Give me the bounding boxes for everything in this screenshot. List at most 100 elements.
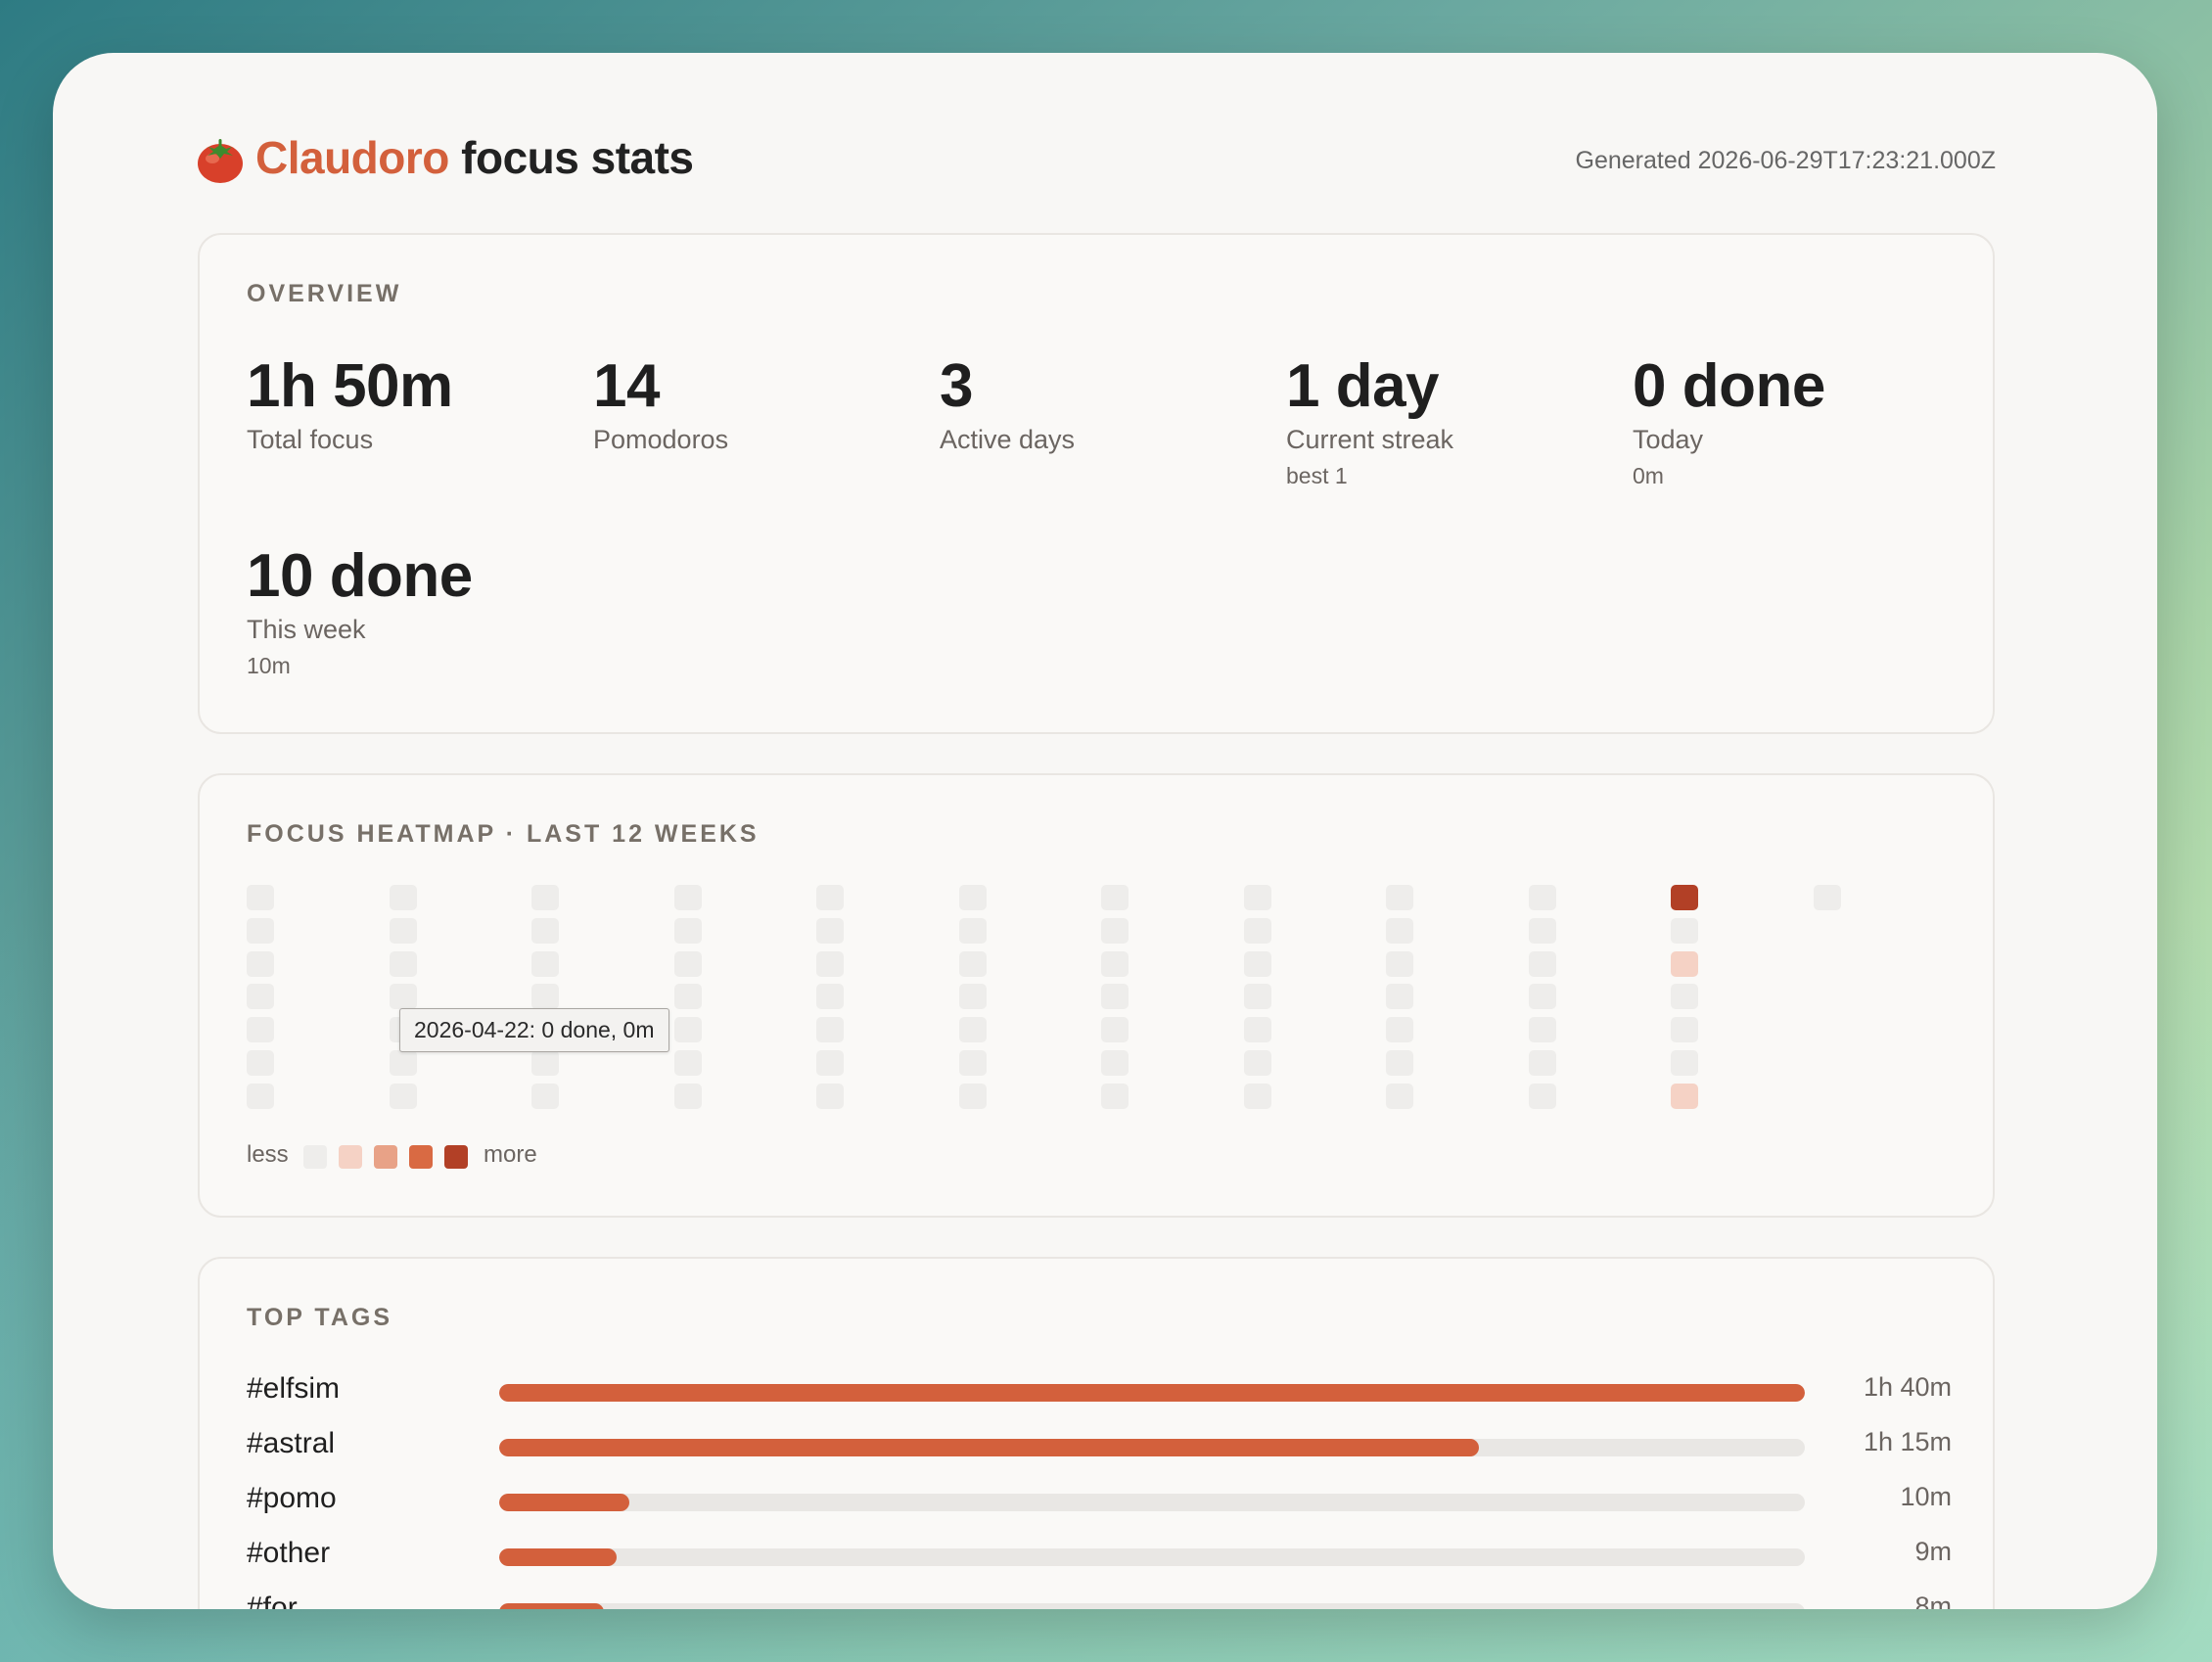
heatmap-cell[interactable] — [1671, 951, 1698, 977]
page-header: Claudoro focus stats Generated 2026-06-2… — [195, 121, 1996, 200]
heatmap-cell[interactable] — [1101, 1017, 1129, 1042]
heatmap-cell[interactable] — [674, 1017, 702, 1042]
heatmap-cell[interactable] — [1529, 1017, 1556, 1042]
heatmap-cell[interactable] — [1529, 1084, 1556, 1109]
tag-time: 1h 15m — [1863, 1427, 1952, 1456]
tag-time: 10m — [1900, 1482, 1952, 1511]
heatmap-cell[interactable] — [531, 885, 559, 910]
tag-name: #other — [247, 1537, 331, 1569]
tag-bar-track — [499, 1494, 1805, 1511]
heatmap-cell[interactable] — [247, 885, 274, 910]
heatmap-cell[interactable] — [1671, 1084, 1698, 1109]
heatmap-cell[interactable] — [816, 1084, 844, 1109]
heatmap-cell[interactable] — [1244, 1084, 1271, 1109]
heatmap-cell[interactable] — [531, 1050, 559, 1076]
heatmap-cell[interactable] — [959, 1017, 987, 1042]
heatmap-cell[interactable] — [1101, 1050, 1129, 1076]
heatmap-cell[interactable] — [1386, 1084, 1413, 1109]
heatmap-cell[interactable] — [1671, 885, 1698, 910]
heatmap-cell[interactable] — [674, 951, 702, 977]
heatmap-cell[interactable] — [1671, 918, 1698, 944]
heatmap-cell[interactable] — [247, 1050, 274, 1076]
tag-bar-fill — [499, 1603, 604, 1609]
heatmap-cell[interactable] — [816, 885, 844, 910]
heatmap-cell[interactable] — [247, 1017, 274, 1042]
heatmap-cell[interactable] — [1244, 984, 1271, 1009]
heatmap-cell[interactable] — [1671, 1017, 1698, 1042]
heatmap-title: FOCUS HEATMAP · LAST 12 WEEKS — [247, 820, 760, 848]
heatmap-cell[interactable] — [959, 984, 987, 1009]
heatmap-cell[interactable] — [1386, 885, 1413, 910]
heatmap-cell[interactable] — [1386, 1050, 1413, 1076]
heatmap-cell[interactable] — [1244, 885, 1271, 910]
heatmap-cell[interactable] — [1671, 1050, 1698, 1076]
tag-bar-fill — [499, 1494, 630, 1511]
heatmap-cell[interactable] — [1101, 1084, 1129, 1109]
heatmap-cell[interactable] — [1529, 918, 1556, 944]
stat-sub: 10m — [247, 653, 291, 678]
heatmap-cell[interactable] — [390, 984, 417, 1009]
heatmap-cell[interactable] — [959, 885, 987, 910]
heatmap-cell[interactable] — [1529, 951, 1556, 977]
heatmap-cell[interactable] — [531, 951, 559, 977]
stat-value: 1h 50m — [247, 352, 453, 420]
heatmap-cell[interactable] — [959, 918, 987, 944]
stat-active-days: 3 Active days — [940, 350, 1272, 455]
heatmap-cell[interactable] — [1244, 918, 1271, 944]
heatmap-cell[interactable] — [674, 918, 702, 944]
heatmap-cell[interactable] — [816, 984, 844, 1009]
heatmap-cell[interactable] — [1244, 1017, 1271, 1042]
heatmap-cell[interactable] — [674, 1050, 702, 1076]
heatmap-cell[interactable] — [247, 984, 274, 1009]
heatmap-cell[interactable] — [1671, 984, 1698, 1009]
title-text: focus stats — [461, 132, 694, 183]
heatmap-cell[interactable] — [1101, 918, 1129, 944]
heatmap-cell[interactable] — [390, 885, 417, 910]
stat-label: Current streak — [1286, 425, 1454, 454]
tag-name: #astral — [247, 1427, 336, 1459]
top-tags-title: TOP TAGS — [247, 1304, 393, 1331]
heatmap-cell[interactable] — [1386, 951, 1413, 977]
heatmap-cell[interactable] — [1101, 885, 1129, 910]
heatmap-cell[interactable] — [531, 1084, 559, 1109]
tag-bar-track — [499, 1548, 1805, 1566]
heatmap-cell[interactable] — [1814, 885, 1841, 910]
heatmap-cell[interactable] — [1386, 1017, 1413, 1042]
heatmap-cell[interactable] — [1386, 984, 1413, 1009]
stat-this-week: 10 done This week 10m — [247, 540, 579, 679]
heatmap-cell[interactable] — [390, 1050, 417, 1076]
heatmap-cell[interactable] — [959, 1050, 987, 1076]
tag-time: 1h 40m — [1863, 1372, 1952, 1402]
heatmap-cell[interactable] — [1244, 951, 1271, 977]
heatmap-cell[interactable] — [531, 984, 559, 1009]
heatmap-cell[interactable] — [1386, 918, 1413, 944]
heatmap-cell[interactable] — [816, 918, 844, 944]
heatmap-cell[interactable] — [674, 1084, 702, 1109]
stat-pomodoros: 14 Pomodoros — [593, 350, 926, 455]
heatmap-cell[interactable] — [1244, 1050, 1271, 1076]
heatmap-cell[interactable] — [1101, 951, 1129, 977]
stat-value: 1 day — [1286, 352, 1440, 420]
heatmap-cell[interactable] — [1529, 885, 1556, 910]
heatmap-cell[interactable] — [1529, 984, 1556, 1009]
overview-title: OVERVIEW — [247, 280, 402, 307]
heatmap-cell[interactable] — [959, 951, 987, 977]
heatmap-cell[interactable] — [816, 1017, 844, 1042]
heatmap-cell[interactable] — [247, 951, 274, 977]
heatmap-cell[interactable] — [390, 918, 417, 944]
heatmap-cell[interactable] — [816, 1050, 844, 1076]
heatmap-cell[interactable] — [816, 951, 844, 977]
heatmap-cell[interactable] — [674, 984, 702, 1009]
heatmap-cell[interactable] — [247, 918, 274, 944]
legend-swatch-4 — [444, 1145, 468, 1169]
heatmap-cell[interactable] — [390, 951, 417, 977]
heatmap-cell[interactable] — [247, 1084, 274, 1109]
heatmap-cell[interactable] — [959, 1084, 987, 1109]
heatmap-cell[interactable] — [674, 885, 702, 910]
heatmap-cell[interactable] — [390, 1084, 417, 1109]
tag-name: #elfsim — [247, 1372, 341, 1405]
heatmap-cell[interactable] — [1529, 1050, 1556, 1076]
heatmap-cell[interactable] — [1101, 984, 1129, 1009]
stat-label: Pomodoros — [593, 425, 729, 454]
heatmap-cell[interactable] — [531, 918, 559, 944]
